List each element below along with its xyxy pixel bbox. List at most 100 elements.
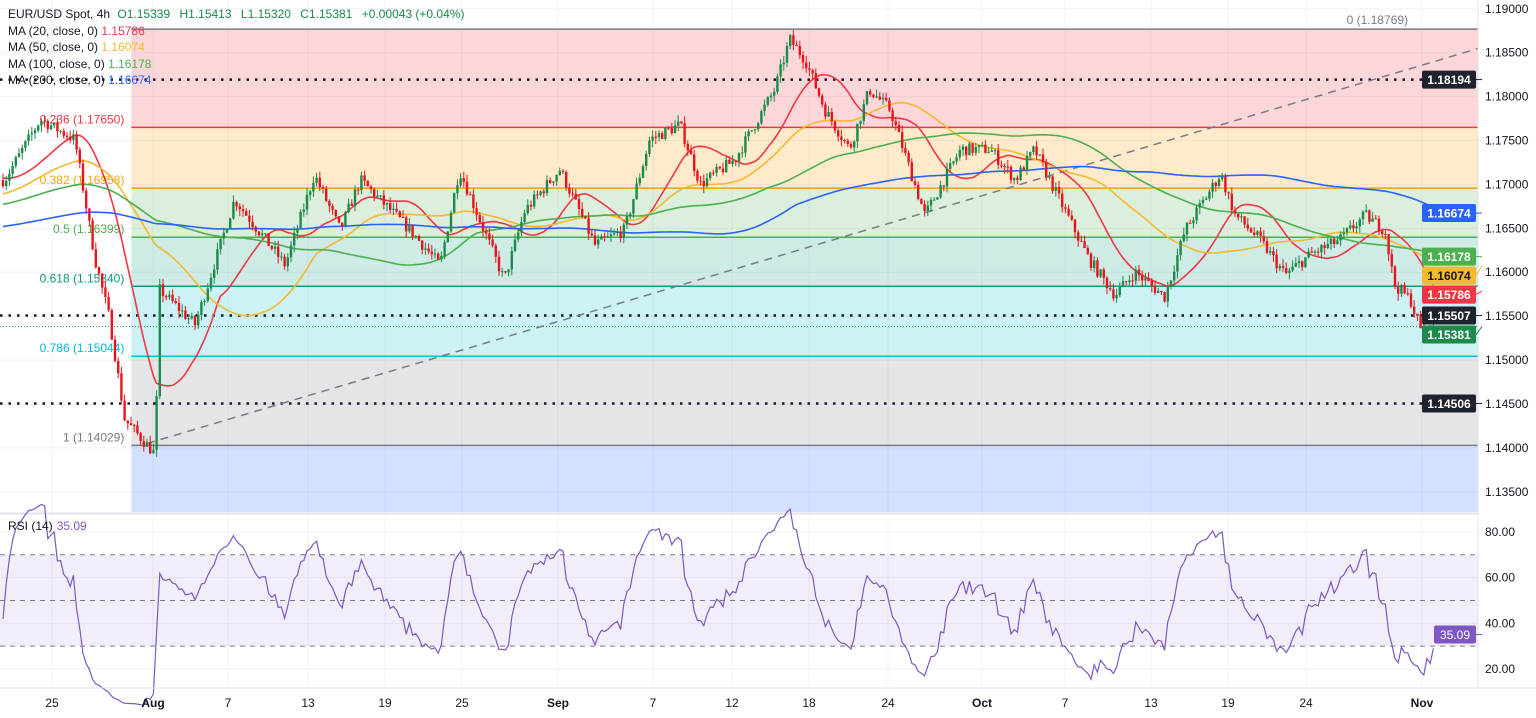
ma50-legend[interactable]: MA (50, close, 0) 1.16074 <box>8 39 464 56</box>
candle-body <box>885 97 888 101</box>
candle-body <box>145 442 149 447</box>
rsi-badge <box>1434 625 1476 644</box>
time-tick-label: Nov <box>1411 696 1434 710</box>
candle-body <box>494 245 497 257</box>
candle-body <box>795 44 798 47</box>
time-tick-label: 7 <box>1062 696 1069 710</box>
candle-body <box>62 131 65 136</box>
candle <box>453 192 456 214</box>
price-badges: 1.18194 1.16674 1.16178 1.16074 1.15786 1.155… <box>1422 70 1483 644</box>
trend-line[interactable] <box>146 47 1480 445</box>
ma100-legend[interactable]: MA (100, close, 0) 1.16178 <box>8 56 464 73</box>
candle <box>1163 291 1166 303</box>
candle <box>1381 228 1384 237</box>
candle-body <box>280 256 283 258</box>
ma200-legend[interactable]: MA (200, close, 0) 1.16674 <box>8 72 464 89</box>
candle-body <box>197 315 200 326</box>
candle-body <box>1275 254 1278 269</box>
candle <box>1256 229 1259 237</box>
candle <box>254 225 257 236</box>
candle <box>597 234 600 249</box>
candle <box>46 119 49 134</box>
candle <box>238 203 241 217</box>
candle <box>56 117 59 138</box>
candle <box>40 118 43 133</box>
candle <box>1054 182 1057 197</box>
candle <box>737 152 741 168</box>
candle <box>296 224 299 240</box>
rsi-pane <box>0 503 1536 706</box>
candle <box>657 130 661 142</box>
candle <box>177 296 181 319</box>
candle-body <box>997 150 1000 165</box>
horizontal-lines[interactable] <box>0 78 1478 405</box>
ohlc-close: C1.15381 <box>300 7 352 21</box>
rsi-legend[interactable]: RSI (14) 35.09 <box>8 519 87 533</box>
candle-body <box>238 206 241 210</box>
candle <box>1134 266 1137 286</box>
candle-body <box>305 194 309 210</box>
candle <box>721 162 725 175</box>
candle-body <box>696 171 699 181</box>
candle <box>456 179 459 200</box>
candle-body <box>632 199 635 214</box>
price-badge-label: 1.16178 <box>1427 250 1471 264</box>
candle <box>286 253 289 272</box>
candle <box>1240 213 1243 223</box>
candle <box>1045 158 1048 181</box>
candle <box>865 90 869 106</box>
candle-body <box>891 110 894 122</box>
candle <box>1125 280 1128 286</box>
candle <box>401 210 405 218</box>
candle <box>817 87 821 98</box>
candle <box>1310 247 1313 253</box>
time-tick-label: 7 <box>225 696 232 710</box>
candle <box>1089 252 1093 272</box>
candle <box>190 312 193 320</box>
candle <box>424 242 427 255</box>
candle-body <box>1083 241 1086 249</box>
candle <box>638 173 641 187</box>
candle-body <box>673 125 677 134</box>
candle <box>69 130 72 144</box>
price-badge <box>1422 325 1476 344</box>
fib-level-label: 1 (1.14029) <box>63 430 124 444</box>
candle-body <box>993 150 997 152</box>
candle <box>862 99 865 126</box>
candle <box>965 146 968 160</box>
candle <box>1137 264 1141 282</box>
candle <box>785 42 789 68</box>
candle-body <box>766 97 769 105</box>
candle-body <box>158 284 161 397</box>
candle-body <box>849 143 853 148</box>
candle-body <box>1403 285 1406 294</box>
candle-body <box>251 221 254 227</box>
symbol-title[interactable]: EUR/USD Spot, 4h <box>8 7 111 21</box>
candle-body <box>648 140 651 154</box>
candle <box>379 195 382 201</box>
candle-body <box>126 420 129 424</box>
candle <box>510 246 513 276</box>
candle <box>206 283 209 303</box>
candle <box>392 203 395 216</box>
time-tick-label: 19 <box>1221 696 1235 710</box>
candle-body <box>702 180 705 187</box>
candle <box>389 197 392 214</box>
time-tick-label: Oct <box>972 696 992 710</box>
candle-body <box>1179 240 1182 256</box>
candle-body <box>299 211 302 229</box>
fibonacci-retracement[interactable]: 0 (1.18769)0.236 (1.17650)0.382 (1.16958… <box>40 13 1478 512</box>
candle <box>1189 219 1192 224</box>
candle <box>417 234 421 242</box>
candle <box>769 92 773 102</box>
candle-body <box>1342 232 1345 235</box>
candle <box>1006 159 1009 174</box>
candle-body <box>481 222 485 231</box>
candle-body <box>225 229 229 233</box>
candle <box>395 202 398 213</box>
candle <box>542 189 545 198</box>
candle <box>1041 148 1045 167</box>
ma20-legend[interactable]: MA (20, close, 0) 1.15786 <box>8 23 464 40</box>
